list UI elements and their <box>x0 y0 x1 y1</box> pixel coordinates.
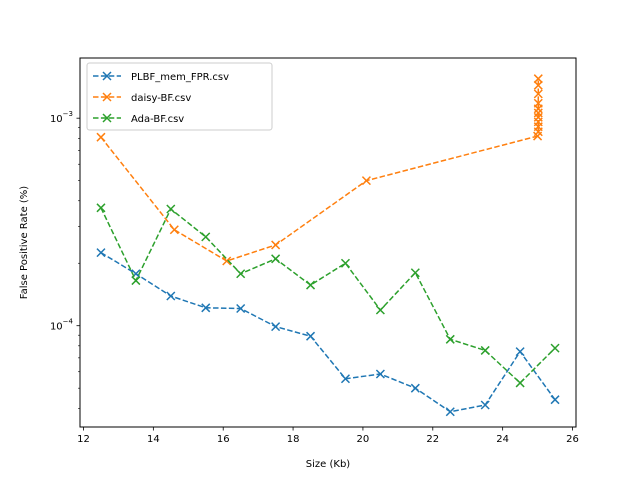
data-point-marker <box>550 343 560 353</box>
data-point-marker <box>166 204 176 214</box>
x-axis-ticks: 12 14 16 18 20 22 24 26 <box>77 427 579 445</box>
x-tick-label: 22 <box>426 434 439 445</box>
data-point-marker <box>550 395 560 405</box>
legend-box <box>86 62 273 131</box>
x-tick-label: 12 <box>77 434 90 445</box>
series-1 <box>96 248 560 417</box>
data-point-marker <box>340 258 350 268</box>
x-tick-label: 20 <box>357 434 370 445</box>
data-point-marker <box>515 378 525 388</box>
legend-marker <box>102 113 112 123</box>
legend-label: daisy-BF.csv <box>131 93 191 104</box>
axes-frame <box>79 57 577 428</box>
x-tick-label: 14 <box>147 434 160 445</box>
x-tick-label: 18 <box>287 434 300 445</box>
data-point-marker <box>340 374 350 384</box>
plot-area <box>79 57 577 428</box>
data-point-marker <box>96 132 106 142</box>
data-point-marker <box>480 345 490 355</box>
data-point-marker <box>271 322 281 332</box>
data-point-marker <box>410 268 420 278</box>
data-point-marker <box>445 407 455 417</box>
y-axis-label: False Positive Rate (%) <box>19 186 30 300</box>
legend-label: PLBF_mem_FPR.csv <box>131 72 229 83</box>
x-tick-label: 26 <box>566 434 579 445</box>
x-tick-label: 24 <box>496 434 509 445</box>
data-point-marker <box>306 331 316 341</box>
data-point-marker <box>445 334 455 344</box>
data-point-marker <box>96 203 106 213</box>
data-point-marker <box>533 108 543 118</box>
series-layer <box>96 74 560 417</box>
data-point-marker <box>236 269 246 279</box>
legend-label: Ada-BF.csv <box>131 114 184 125</box>
data-point-marker <box>201 232 211 242</box>
data-point-marker <box>96 248 106 258</box>
data-point-marker <box>271 240 281 250</box>
data-point-marker <box>533 80 543 90</box>
series-line <box>100 78 540 262</box>
y-tick-label: 10−4 <box>50 318 74 333</box>
data-point-marker <box>169 225 179 235</box>
data-point-marker <box>533 98 543 108</box>
data-point-marker <box>131 276 141 286</box>
series-2 <box>96 74 543 266</box>
y-tick-label: 10−3 <box>50 110 73 125</box>
x-axis-label: Size (Kb) <box>306 459 351 470</box>
data-point-marker <box>480 400 490 410</box>
series-line <box>100 207 556 384</box>
legend-marker <box>102 92 112 102</box>
data-point-marker <box>271 254 281 264</box>
series-line <box>100 251 556 413</box>
series-3 <box>96 203 560 388</box>
data-point-marker <box>201 303 211 313</box>
data-point-marker <box>410 383 420 393</box>
y-axis-ticks: 10−4 10−3 <box>50 110 80 409</box>
data-point-marker <box>515 347 525 357</box>
data-point-marker <box>361 176 371 186</box>
data-point-marker <box>533 89 543 99</box>
data-point-marker <box>533 74 543 84</box>
data-point-marker <box>236 303 246 314</box>
legend-marker <box>102 71 112 81</box>
data-point-marker <box>306 280 316 290</box>
data-point-marker <box>375 369 385 379</box>
legend: PLBF_mem_FPR.csv daisy-BF.csv Ada-BF.csv <box>86 62 273 131</box>
data-point-marker <box>375 305 385 315</box>
data-point-marker <box>166 291 176 301</box>
data-point-marker <box>222 256 232 266</box>
x-tick-label: 16 <box>217 434 230 445</box>
